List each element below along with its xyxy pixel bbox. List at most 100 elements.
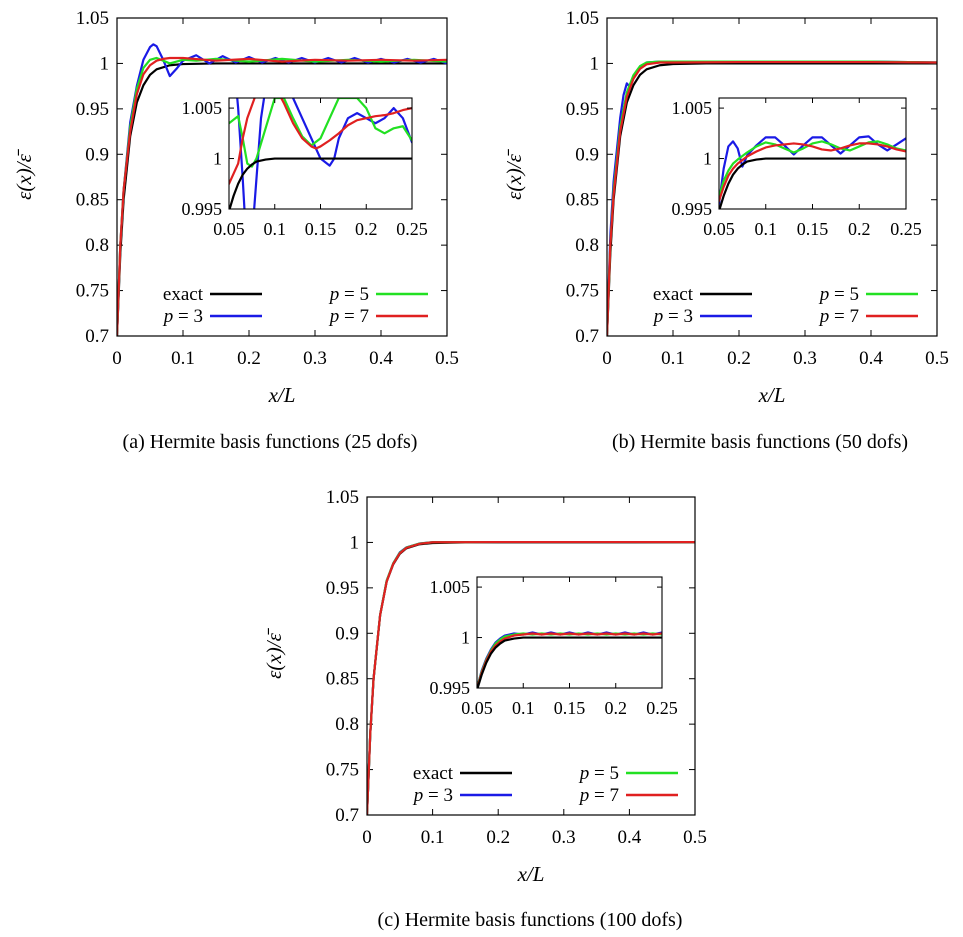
legend-label: p = 3 xyxy=(412,785,453,806)
legend-var: p xyxy=(578,763,594,784)
y-tick-label: 1.05 xyxy=(326,487,359,508)
inset-x-tick-label: 0.2 xyxy=(355,219,378,239)
plot-frame xyxy=(606,17,938,337)
inset-0: 0.05 0.1 0.15 0.2 0.25 0.995 1 1.005 xyxy=(182,97,428,239)
x-tick-label: 0 xyxy=(112,348,122,369)
y-tick-label: 0.7 xyxy=(85,326,109,347)
series-line-p7 xyxy=(607,60,937,336)
legend-label: p = 5 xyxy=(818,284,859,305)
y-tick-label: 0.95 xyxy=(326,578,359,599)
inset-y-tick-label: 1 xyxy=(213,149,222,169)
series-group xyxy=(607,60,937,336)
legend-label: p = 3 xyxy=(652,306,693,327)
y-tick-label: 0.95 xyxy=(76,99,109,120)
legend-eq: = 7 xyxy=(344,306,369,327)
legend-eq: = 7 xyxy=(834,306,859,327)
y-tick-label: 0.9 xyxy=(575,144,599,165)
legend-eq: = 3 xyxy=(428,785,453,806)
x-axis-label: x/L xyxy=(758,383,786,407)
y-tick-label: 0.95 xyxy=(566,99,599,120)
series-group xyxy=(367,540,695,815)
inset-x-tick-label: 0.2 xyxy=(848,219,871,239)
legend-eq: = 5 xyxy=(344,284,369,305)
x-tick-label: 0.2 xyxy=(486,827,510,848)
y-tick-label: 0.75 xyxy=(76,281,109,302)
series-line-p7 xyxy=(117,56,447,336)
x-tick-label: 0.3 xyxy=(303,348,327,369)
inset-x-tick-label: 0.15 xyxy=(797,219,829,239)
inset-series-group xyxy=(719,135,906,209)
inset-x-tick-label: 0.05 xyxy=(213,219,245,239)
y-tick-label: 0.85 xyxy=(566,190,599,211)
y-tick-label: 0.85 xyxy=(76,190,109,211)
y-tick-label: 0.85 xyxy=(326,669,359,690)
x-tick-label: 0.3 xyxy=(793,348,817,369)
inset-x-tick-label: 0.15 xyxy=(554,698,586,718)
inset-x-tick-label: 0.25 xyxy=(396,219,428,239)
inset-y-tick-label: 1 xyxy=(461,628,470,648)
panel-caption: (b) Hermite basis functions (50 dofs) xyxy=(612,431,908,453)
y-tick-label: 0.75 xyxy=(566,281,599,302)
x-tick-label: 0.2 xyxy=(727,348,751,369)
x-tick-label: 0.5 xyxy=(435,348,459,369)
x-tick-label: 0.1 xyxy=(421,827,445,848)
y-tick-label: 1 xyxy=(590,53,600,74)
legend-eq: = 5 xyxy=(594,763,619,784)
legend-label: p = 7 xyxy=(578,785,619,806)
legend-var: p xyxy=(652,306,668,327)
x-tick-label: 0.2 xyxy=(237,348,261,369)
x-tick-label: 0 xyxy=(362,827,372,848)
legend-eq: = 5 xyxy=(834,284,859,305)
inset-line-exact xyxy=(229,157,412,209)
y-axis-label: ε(x)/ε̄ xyxy=(502,148,526,200)
x-axis-label: x/L xyxy=(517,862,545,886)
y-tick-label: 0.8 xyxy=(335,714,359,735)
y-tick-label: 1.05 xyxy=(566,8,599,29)
y-tick-label: 0.8 xyxy=(575,235,599,256)
legend-eq: = 3 xyxy=(668,306,693,327)
y-tick-label: 0.7 xyxy=(335,805,359,826)
legend-label: p = 5 xyxy=(578,763,619,784)
inset-line-exact xyxy=(477,636,662,688)
inset-x-tick-label: 0.2 xyxy=(605,698,628,718)
inset-x-tick-label: 0.1 xyxy=(512,698,535,718)
inset-line-exact xyxy=(719,157,906,209)
inset-line-p7 xyxy=(477,632,662,688)
inset-line-p7 xyxy=(229,98,412,185)
chart-panel-1: 0 0.1 0.2 0.3 0.4 0.5 0.7 0.75 0.8 0.85 0.9 0.95 1 1.… xyxy=(502,8,949,453)
inset-y-tick-label: 0.995 xyxy=(182,199,223,219)
inset-x-tick-label: 0.05 xyxy=(461,698,493,718)
y-tick-label: 0.9 xyxy=(335,623,359,644)
inset-x-tick-label: 0.25 xyxy=(646,698,678,718)
y-axis-label: ε(x)/ε̄ xyxy=(262,627,286,679)
inset-series-group xyxy=(229,98,412,209)
legend-label: exact xyxy=(163,284,204,305)
y-tick-label: 0.9 xyxy=(85,144,109,165)
y-tick-label: 0.8 xyxy=(85,235,109,256)
inset-x-tick-label: 0.25 xyxy=(890,219,922,239)
x-tick-label: 0.3 xyxy=(552,827,576,848)
legend-eq: = 7 xyxy=(594,785,619,806)
y-tick-label: 1.05 xyxy=(76,8,109,29)
panel-caption: (c) Hermite basis functions (100 dofs) xyxy=(378,909,683,931)
plot-frame xyxy=(366,496,696,816)
x-tick-label: 0.1 xyxy=(171,348,195,369)
panel-caption: (a) Hermite basis functions (25 dofs) xyxy=(123,431,418,453)
x-tick-label: 0.4 xyxy=(859,348,883,369)
legend-var: p xyxy=(412,785,428,806)
inset-y-tick-label: 1.005 xyxy=(182,98,223,118)
legend-label: exact xyxy=(413,763,454,784)
y-axis-label: ε(x)/ε̄ xyxy=(12,148,36,200)
legend-label: exact xyxy=(653,284,694,305)
inset-y-tick-label: 1.005 xyxy=(672,98,713,118)
inset-y-tick-label: 0.995 xyxy=(430,678,471,698)
x-tick-label: 0.1 xyxy=(661,348,685,369)
legend-label: p = 7 xyxy=(818,306,859,327)
inset-2: 0.05 0.1 0.15 0.2 0.25 0.995 1 1.005 xyxy=(430,576,678,718)
plot-frame xyxy=(116,17,448,337)
x-axis-label: x/L xyxy=(268,383,296,407)
y-tick-label: 0.75 xyxy=(326,760,359,781)
